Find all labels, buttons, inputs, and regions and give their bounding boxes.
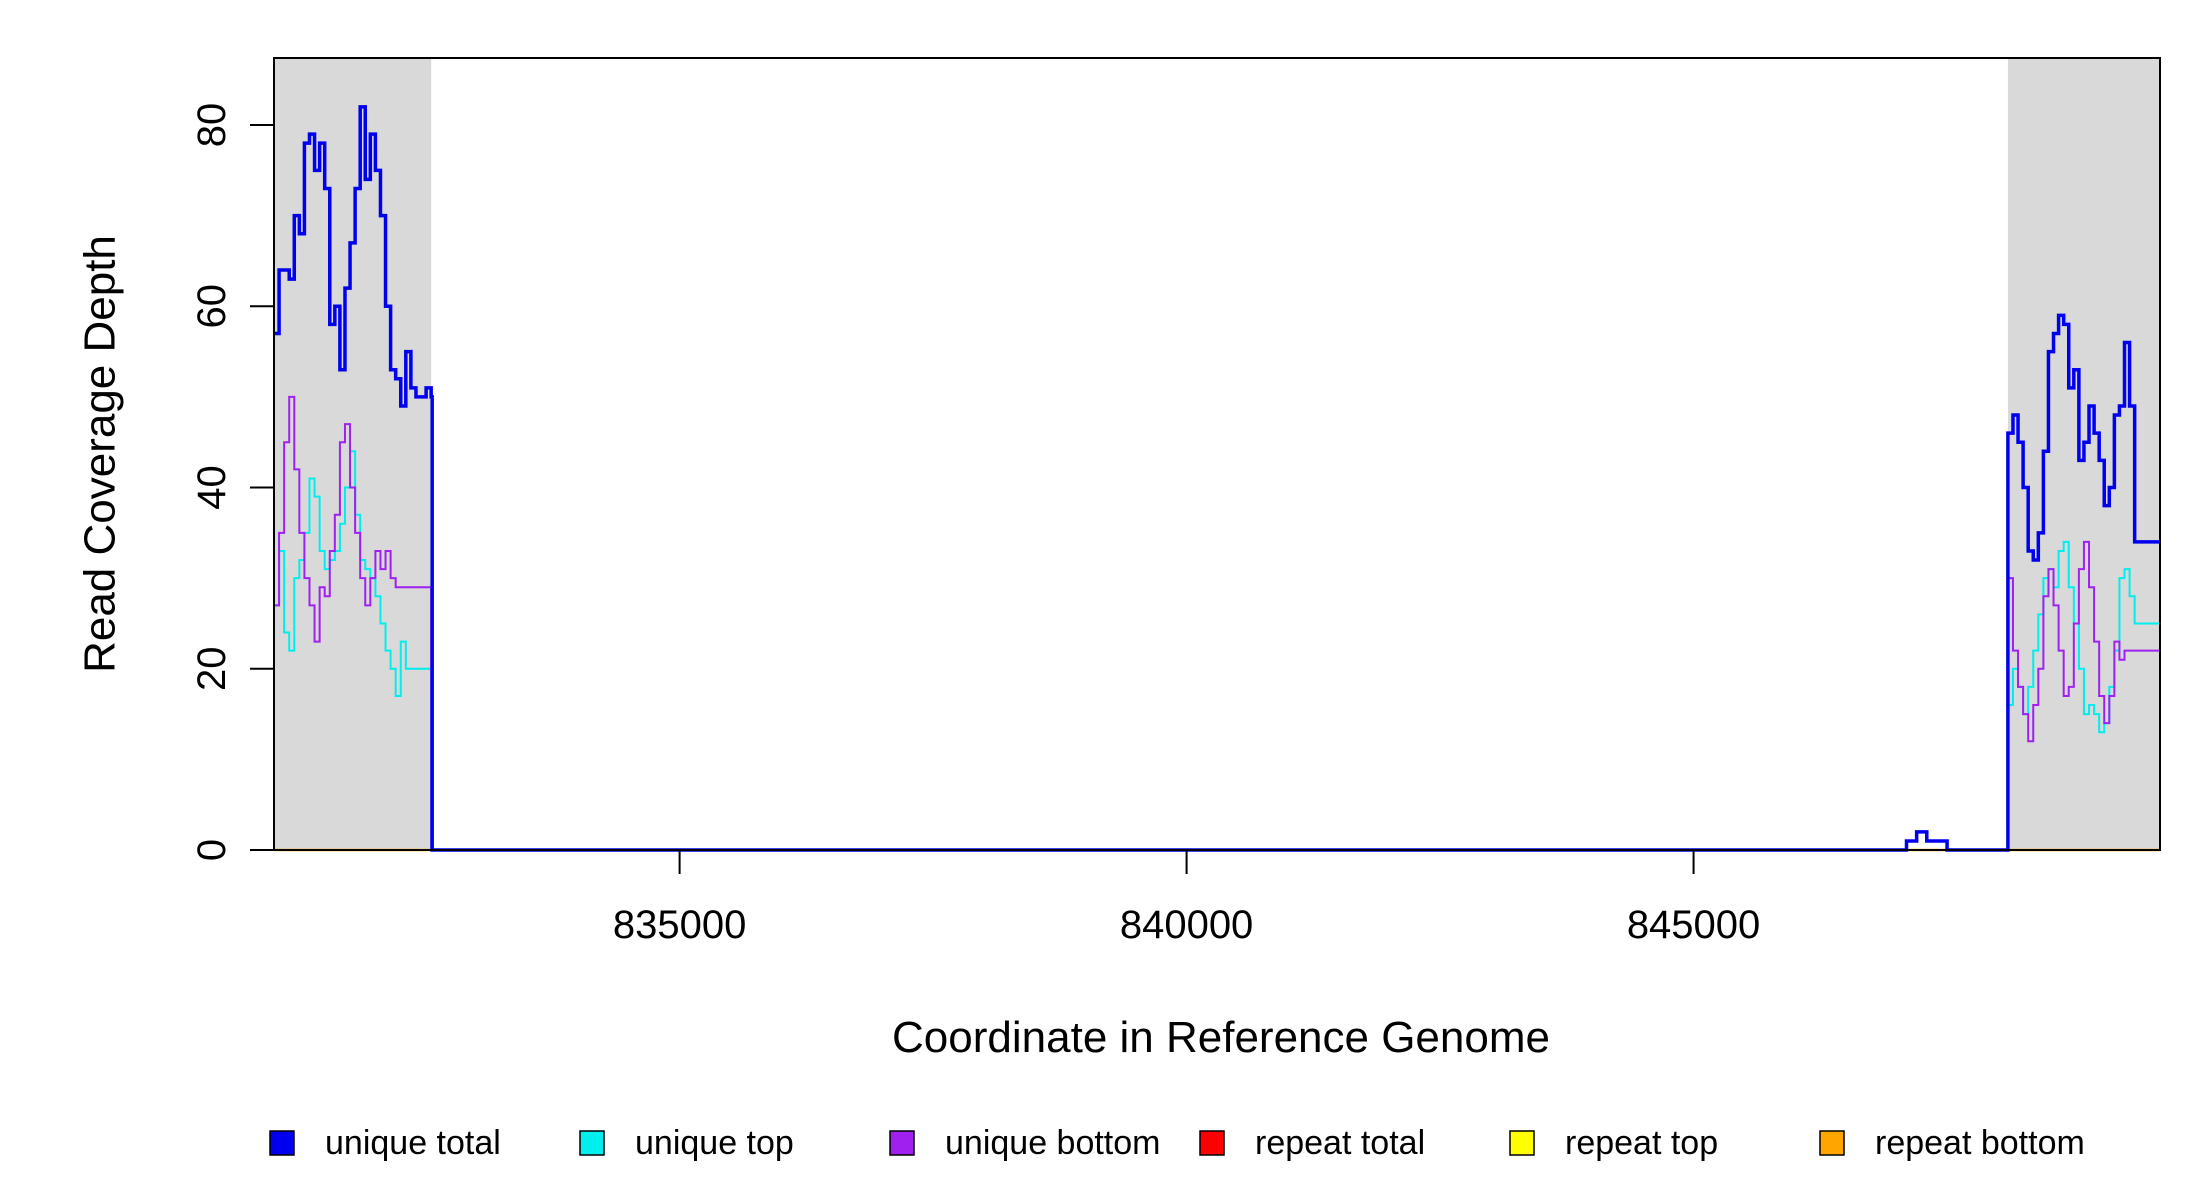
- y-tick-label: 40: [190, 465, 234, 510]
- shaded-regions: [274, 58, 2160, 850]
- legend-swatch: [1509, 1130, 1535, 1156]
- x-tick-label: 835000: [613, 903, 746, 947]
- series-line-unique-top: [274, 450, 2160, 851]
- x-tick-label: 840000: [1120, 903, 1253, 947]
- legend-label: repeat bottom: [1875, 1124, 2085, 1162]
- y-tick-label: 60: [190, 284, 234, 329]
- x-tick-label: 845000: [1627, 903, 1760, 947]
- x-axis: 835000 840000 845000: [613, 850, 1760, 947]
- legend-swatch: [1819, 1130, 1845, 1156]
- legend-label: unique top: [635, 1124, 794, 1162]
- legend: unique total unique top unique bottom repea…: [269, 1124, 2085, 1162]
- series-line-unique-total: [274, 105, 2160, 852]
- legend-label: repeat top: [1565, 1124, 1718, 1162]
- legend-label: repeat total: [1255, 1124, 1425, 1162]
- legend-label: unique total: [325, 1124, 501, 1162]
- series-line-unique-bottom: [274, 395, 2160, 851]
- y-tick-label: 20: [190, 647, 234, 692]
- x-axis-title: Coordinate in Reference Genome: [892, 1013, 1550, 1062]
- legend-label: unique bottom: [945, 1124, 1161, 1162]
- shaded-region-1: [274, 58, 432, 850]
- y-axis: 0 20 40 60 80: [190, 103, 274, 861]
- plot-frame: [273, 57, 2161, 851]
- y-tick-label: 80: [190, 103, 234, 148]
- legend-swatch: [269, 1130, 295, 1156]
- series-lines: [274, 105, 2160, 852]
- y-tick-label: 0: [190, 839, 234, 861]
- y-axis-title: Read Coverage Depth: [76, 235, 125, 673]
- legend-swatch: [889, 1130, 915, 1156]
- legend-swatch: [1199, 1130, 1225, 1156]
- legend-swatch: [579, 1130, 605, 1156]
